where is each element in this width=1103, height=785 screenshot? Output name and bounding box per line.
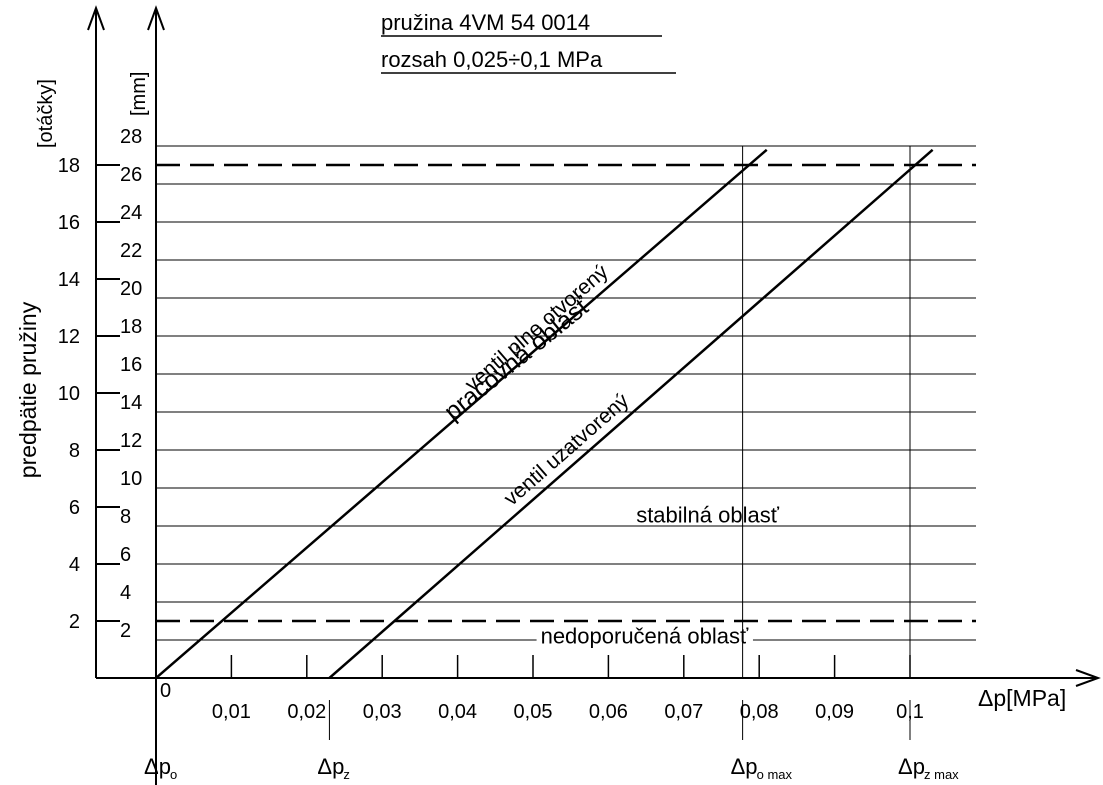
y-mm-tick-label: 24 xyxy=(120,202,142,224)
y-otacky-tick-label: 8 xyxy=(69,440,80,462)
x-tick-label: 0,08 xyxy=(740,701,779,723)
x-tick-label: 0 xyxy=(160,680,171,702)
pressure-marker: Δp o max xyxy=(731,754,793,782)
pressure-markers: Δp o Δp z Δp o max Δp z max xyxy=(144,700,959,782)
chart-title: pružina 4VM 54 0014 rozsah 0,025÷0,1 MPa xyxy=(381,10,676,74)
marker-subscript: z xyxy=(343,767,350,782)
y-mm-tick-label: 28 xyxy=(120,126,142,148)
axes xyxy=(87,5,1101,785)
y-mm-tick-label: 10 xyxy=(120,468,142,490)
x-tick-label: 0,03 xyxy=(363,701,402,723)
region-label: pracovná oblasť xyxy=(439,291,596,426)
series-line xyxy=(156,148,768,678)
series-lines xyxy=(156,148,934,678)
x-tick-label: 0,09 xyxy=(815,701,854,723)
y-mm-tick-label: 8 xyxy=(120,506,131,528)
x-tick-label: 0,07 xyxy=(664,701,703,723)
grid-lines xyxy=(156,145,976,641)
y-mm-tick-label: 20 xyxy=(120,278,142,300)
region-labels: pracovná oblasť stabilná oblasť nedoporuče… xyxy=(439,291,780,648)
x-tick-label: 0,02 xyxy=(287,701,326,723)
x-tick-label: 0,06 xyxy=(589,701,628,723)
pressure-marker: Δp z max xyxy=(898,754,959,782)
y-mm-tick-label: 4 xyxy=(120,582,131,604)
marker-subscript: z max xyxy=(924,767,959,782)
pressure-marker: Δp z xyxy=(317,754,350,782)
x-axis-arrow xyxy=(1075,669,1101,687)
y-mm-tick-label: 26 xyxy=(120,164,142,186)
y-otacky-tick-label: 10 xyxy=(58,383,80,405)
y-otacky-tick-label: 2 xyxy=(69,611,80,633)
y-mm-tick-label: 16 xyxy=(120,354,142,376)
label-backdrop xyxy=(536,638,753,642)
region-label: stabilná oblasť xyxy=(636,503,780,528)
marker-vertical-lines xyxy=(742,146,911,678)
y-otacky-tick-label: 12 xyxy=(58,326,80,348)
y-otacky-tick-label: 4 xyxy=(69,554,80,576)
y-mm-tick-label: 18 xyxy=(120,316,142,338)
y-mm-tick-label: 14 xyxy=(120,392,142,414)
marker-subscript: o xyxy=(170,767,177,782)
y-axis-otacky-arrow xyxy=(87,5,105,31)
y-mm-tick-label: 12 xyxy=(120,430,142,452)
limit-lines xyxy=(156,163,976,623)
y-otacky-tick-label: 16 xyxy=(58,212,80,234)
series-line xyxy=(328,148,934,678)
y-otacky-unit: [otáčky] xyxy=(35,79,57,148)
marker-label: Δp xyxy=(317,754,344,779)
title-line-2: rozsah 0,025÷0,1 MPa xyxy=(381,47,603,72)
x-tick-label: 0,04 xyxy=(438,701,477,723)
y-ticks-otacky: 2 4 6 8 10 12 14 16 18 xyxy=(58,155,120,633)
y-otacky-tick-label: 18 xyxy=(58,155,80,177)
marker-label: Δp xyxy=(898,754,925,779)
y-otacky-tick-label: 14 xyxy=(58,269,80,291)
marker-label: Δp xyxy=(144,754,171,779)
x-axis-title: Δp[MPa] xyxy=(978,685,1066,711)
marker-subscript: o max xyxy=(757,767,793,782)
title-line-1: pružina 4VM 54 0014 xyxy=(381,10,590,35)
x-tick-label: 0,05 xyxy=(514,701,553,723)
pressure-marker: Δp o xyxy=(144,754,177,782)
y-axis-title: predpätie pružiny xyxy=(15,301,41,478)
y-mm-tick-label: 2 xyxy=(120,620,131,642)
x-ticks: 00,01 0,02 0,03 0,04 0,05 0,06 0,07 0,08 0,09 0,1 xyxy=(160,655,924,723)
y-mm-unit: [mm] xyxy=(128,72,150,116)
marker-label: Δp xyxy=(731,754,758,779)
y-axis-mm-arrow xyxy=(147,5,165,31)
y-mm-tick-label: 22 xyxy=(120,240,142,262)
y-otacky-tick-label: 6 xyxy=(69,497,80,519)
x-tick-label: 0,01 xyxy=(212,701,251,723)
y-mm-tick-label: 6 xyxy=(120,544,131,566)
region-label: nedoporučená oblasť xyxy=(541,624,749,649)
